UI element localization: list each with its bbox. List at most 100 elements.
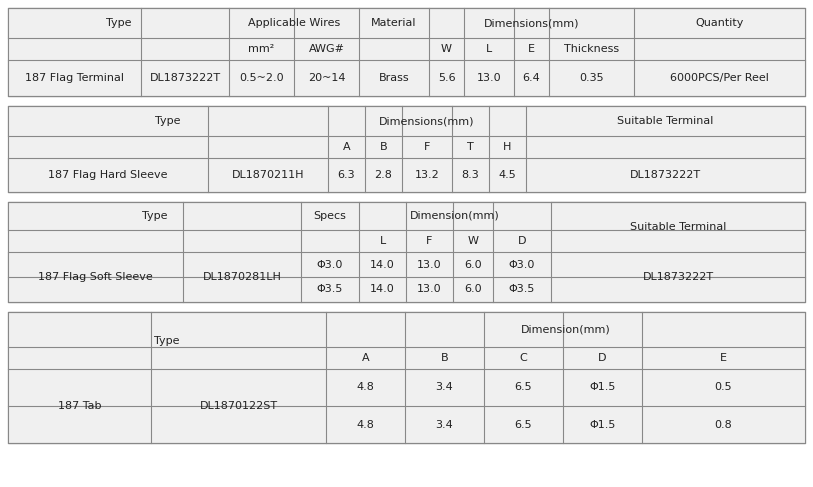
- Bar: [429, 38, 464, 60]
- Text: 6.5: 6.5: [515, 382, 533, 393]
- Text: 6.0: 6.0: [464, 284, 482, 295]
- Text: DL1873222T: DL1873222T: [642, 272, 714, 282]
- Bar: [642, 347, 805, 369]
- Text: Φ3.0: Φ3.0: [317, 260, 343, 269]
- Text: F: F: [424, 142, 430, 152]
- Text: D: D: [598, 353, 606, 363]
- Text: 0.35: 0.35: [579, 73, 604, 83]
- Bar: [405, 347, 484, 369]
- Bar: [8, 60, 805, 96]
- Bar: [526, 136, 805, 158]
- Text: Quantity: Quantity: [695, 18, 744, 28]
- Text: Applicable Wires: Applicable Wires: [248, 18, 340, 28]
- Bar: [464, 38, 514, 60]
- Text: 4.8: 4.8: [357, 419, 375, 430]
- Text: Φ1.5: Φ1.5: [589, 419, 615, 430]
- Text: L: L: [486, 44, 492, 54]
- Text: 6000PCS/Per Reel: 6000PCS/Per Reel: [670, 73, 769, 83]
- Text: B: B: [380, 142, 387, 152]
- Text: 5.6: 5.6: [437, 73, 455, 83]
- Bar: [8, 8, 805, 96]
- Text: Suitable Terminal: Suitable Terminal: [630, 222, 726, 232]
- Text: 20~14: 20~14: [308, 73, 346, 83]
- Text: 8.3: 8.3: [462, 170, 480, 180]
- Text: Thickness: Thickness: [564, 44, 619, 54]
- Bar: [406, 230, 453, 252]
- Bar: [8, 347, 326, 369]
- Text: Suitable Terminal: Suitable Terminal: [617, 116, 714, 126]
- Text: mm²: mm²: [249, 44, 275, 54]
- Text: 13.0: 13.0: [476, 73, 502, 83]
- Text: DL1870281LH: DL1870281LH: [202, 272, 281, 282]
- Text: 13.0: 13.0: [417, 284, 441, 295]
- Bar: [8, 8, 805, 96]
- Text: Specs: Specs: [314, 211, 346, 221]
- Text: Φ3.5: Φ3.5: [317, 284, 343, 295]
- Text: T: T: [467, 142, 474, 152]
- Text: E: E: [720, 353, 727, 363]
- Text: 4.5: 4.5: [498, 170, 516, 180]
- Bar: [514, 38, 549, 60]
- Text: 3.4: 3.4: [436, 382, 454, 393]
- Text: L: L: [380, 236, 385, 246]
- Text: Type: Type: [154, 336, 180, 345]
- Text: 13.2: 13.2: [415, 170, 439, 180]
- Bar: [8, 106, 805, 192]
- Bar: [8, 202, 805, 230]
- Text: C: C: [520, 353, 528, 363]
- Bar: [365, 136, 402, 158]
- Bar: [551, 202, 805, 252]
- Text: 6.0: 6.0: [464, 260, 482, 269]
- Bar: [8, 106, 805, 192]
- Bar: [359, 230, 406, 252]
- Bar: [402, 136, 452, 158]
- Bar: [493, 230, 551, 252]
- Text: Type: Type: [155, 116, 180, 126]
- Text: 0.5~2.0: 0.5~2.0: [239, 73, 284, 83]
- Text: DL1873222T: DL1873222T: [150, 73, 220, 83]
- Text: Brass: Brass: [379, 73, 409, 83]
- Text: 0.8: 0.8: [715, 419, 733, 430]
- Text: Type: Type: [141, 211, 167, 221]
- Bar: [8, 202, 805, 302]
- Text: 187 Flag Terminal: 187 Flag Terminal: [25, 73, 124, 83]
- Text: Φ3.5: Φ3.5: [509, 284, 535, 295]
- Text: 187 Flag Hard Sleeve: 187 Flag Hard Sleeve: [48, 170, 167, 180]
- Text: 13.0: 13.0: [417, 260, 441, 269]
- Text: DL1870122ST: DL1870122ST: [199, 401, 277, 411]
- Bar: [301, 230, 359, 252]
- Text: 2.8: 2.8: [375, 170, 393, 180]
- Bar: [229, 38, 294, 60]
- Bar: [489, 136, 526, 158]
- Bar: [8, 106, 805, 136]
- Text: H: H: [503, 142, 511, 152]
- Text: 187 Flag Soft Sleeve: 187 Flag Soft Sleeve: [38, 272, 153, 282]
- Bar: [453, 230, 493, 252]
- Bar: [8, 252, 805, 302]
- Text: Dimensions(mm): Dimensions(mm): [484, 18, 579, 28]
- Bar: [484, 347, 563, 369]
- Text: DL1870211H: DL1870211H: [232, 170, 304, 180]
- Bar: [563, 347, 642, 369]
- Text: D: D: [518, 236, 526, 246]
- Text: 3.4: 3.4: [436, 419, 454, 430]
- Text: 6.5: 6.5: [515, 419, 533, 430]
- Bar: [8, 8, 805, 38]
- Text: 6.3: 6.3: [337, 170, 355, 180]
- Bar: [8, 312, 805, 443]
- Text: 4.8: 4.8: [357, 382, 375, 393]
- Bar: [8, 202, 805, 302]
- Text: 14.0: 14.0: [370, 284, 395, 295]
- Bar: [8, 369, 805, 443]
- Text: Dimension(mm): Dimension(mm): [520, 324, 611, 335]
- Text: Dimension(mm): Dimension(mm): [410, 211, 500, 221]
- Text: W: W: [441, 44, 452, 54]
- Text: Type: Type: [106, 18, 131, 28]
- Text: Φ1.5: Φ1.5: [589, 382, 615, 393]
- Text: A: A: [362, 353, 369, 363]
- Text: Material: Material: [372, 18, 417, 28]
- Text: Dimensions(mm): Dimensions(mm): [379, 116, 475, 126]
- Bar: [549, 38, 634, 60]
- Bar: [328, 136, 365, 158]
- Text: 14.0: 14.0: [370, 260, 395, 269]
